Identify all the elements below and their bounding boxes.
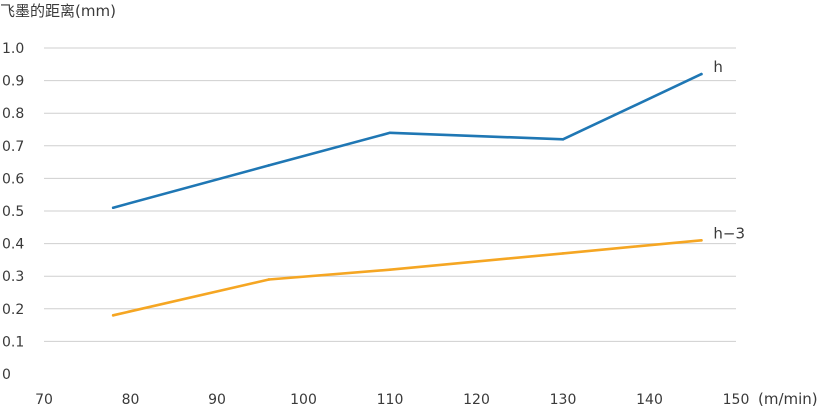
x-tick-label: 140 [636,392,663,408]
y-tick-label: 0.9 [2,74,24,90]
y-tick-label: 0.7 [2,139,24,155]
gridlines [44,47,736,342]
x-axis-title: (m/min) [758,390,818,408]
data-point [388,131,392,135]
y-tick-label: 0.8 [2,106,24,122]
x-tick-label: 130 [550,392,577,408]
x-tick-label: 80 [122,392,140,408]
x-tick-label: 100 [290,392,317,408]
y-axis-title: 飞墨的距离(mm) [0,2,116,20]
y-axis-ticks: 0 0.1 0.2 0.3 0.4 0.5 0.6 0.7 0.8 0.9 1.0 [2,41,24,383]
data-point [111,206,115,210]
data-point [267,164,271,167]
x-tick-label: 70 [35,392,53,408]
data-point [111,314,115,317]
x-tick-label: 120 [463,392,490,408]
x-tick-label: 90 [208,392,226,408]
data-point [388,268,392,271]
y-tick-label: 0.3 [2,269,24,285]
x-tick-label: 110 [377,392,404,408]
series-label: h−3 [713,224,745,242]
data-point [700,72,703,76]
series-label: h [713,58,723,76]
x-axis-ticks: 70 80 90 100 110 120 130 140 150 [35,392,749,408]
data-point [267,278,271,281]
data-point [561,252,565,255]
x-tick-label: 150 [723,392,750,408]
y-tick-label: 0.6 [2,171,24,187]
data-point [700,239,703,242]
data-point [561,137,565,141]
series-line-0 [111,72,703,209]
y-tick-label: 0.2 [2,302,24,318]
series-line-1 [111,239,703,317]
y-tick-label: 1.0 [2,41,24,57]
y-tick-label: 0.5 [2,204,24,220]
y-tick-label: 0.4 [2,237,24,253]
y-tick-label: 0.1 [2,334,24,350]
series-group: h h−3 [111,58,745,317]
y-tick-label: 0 [2,367,11,383]
